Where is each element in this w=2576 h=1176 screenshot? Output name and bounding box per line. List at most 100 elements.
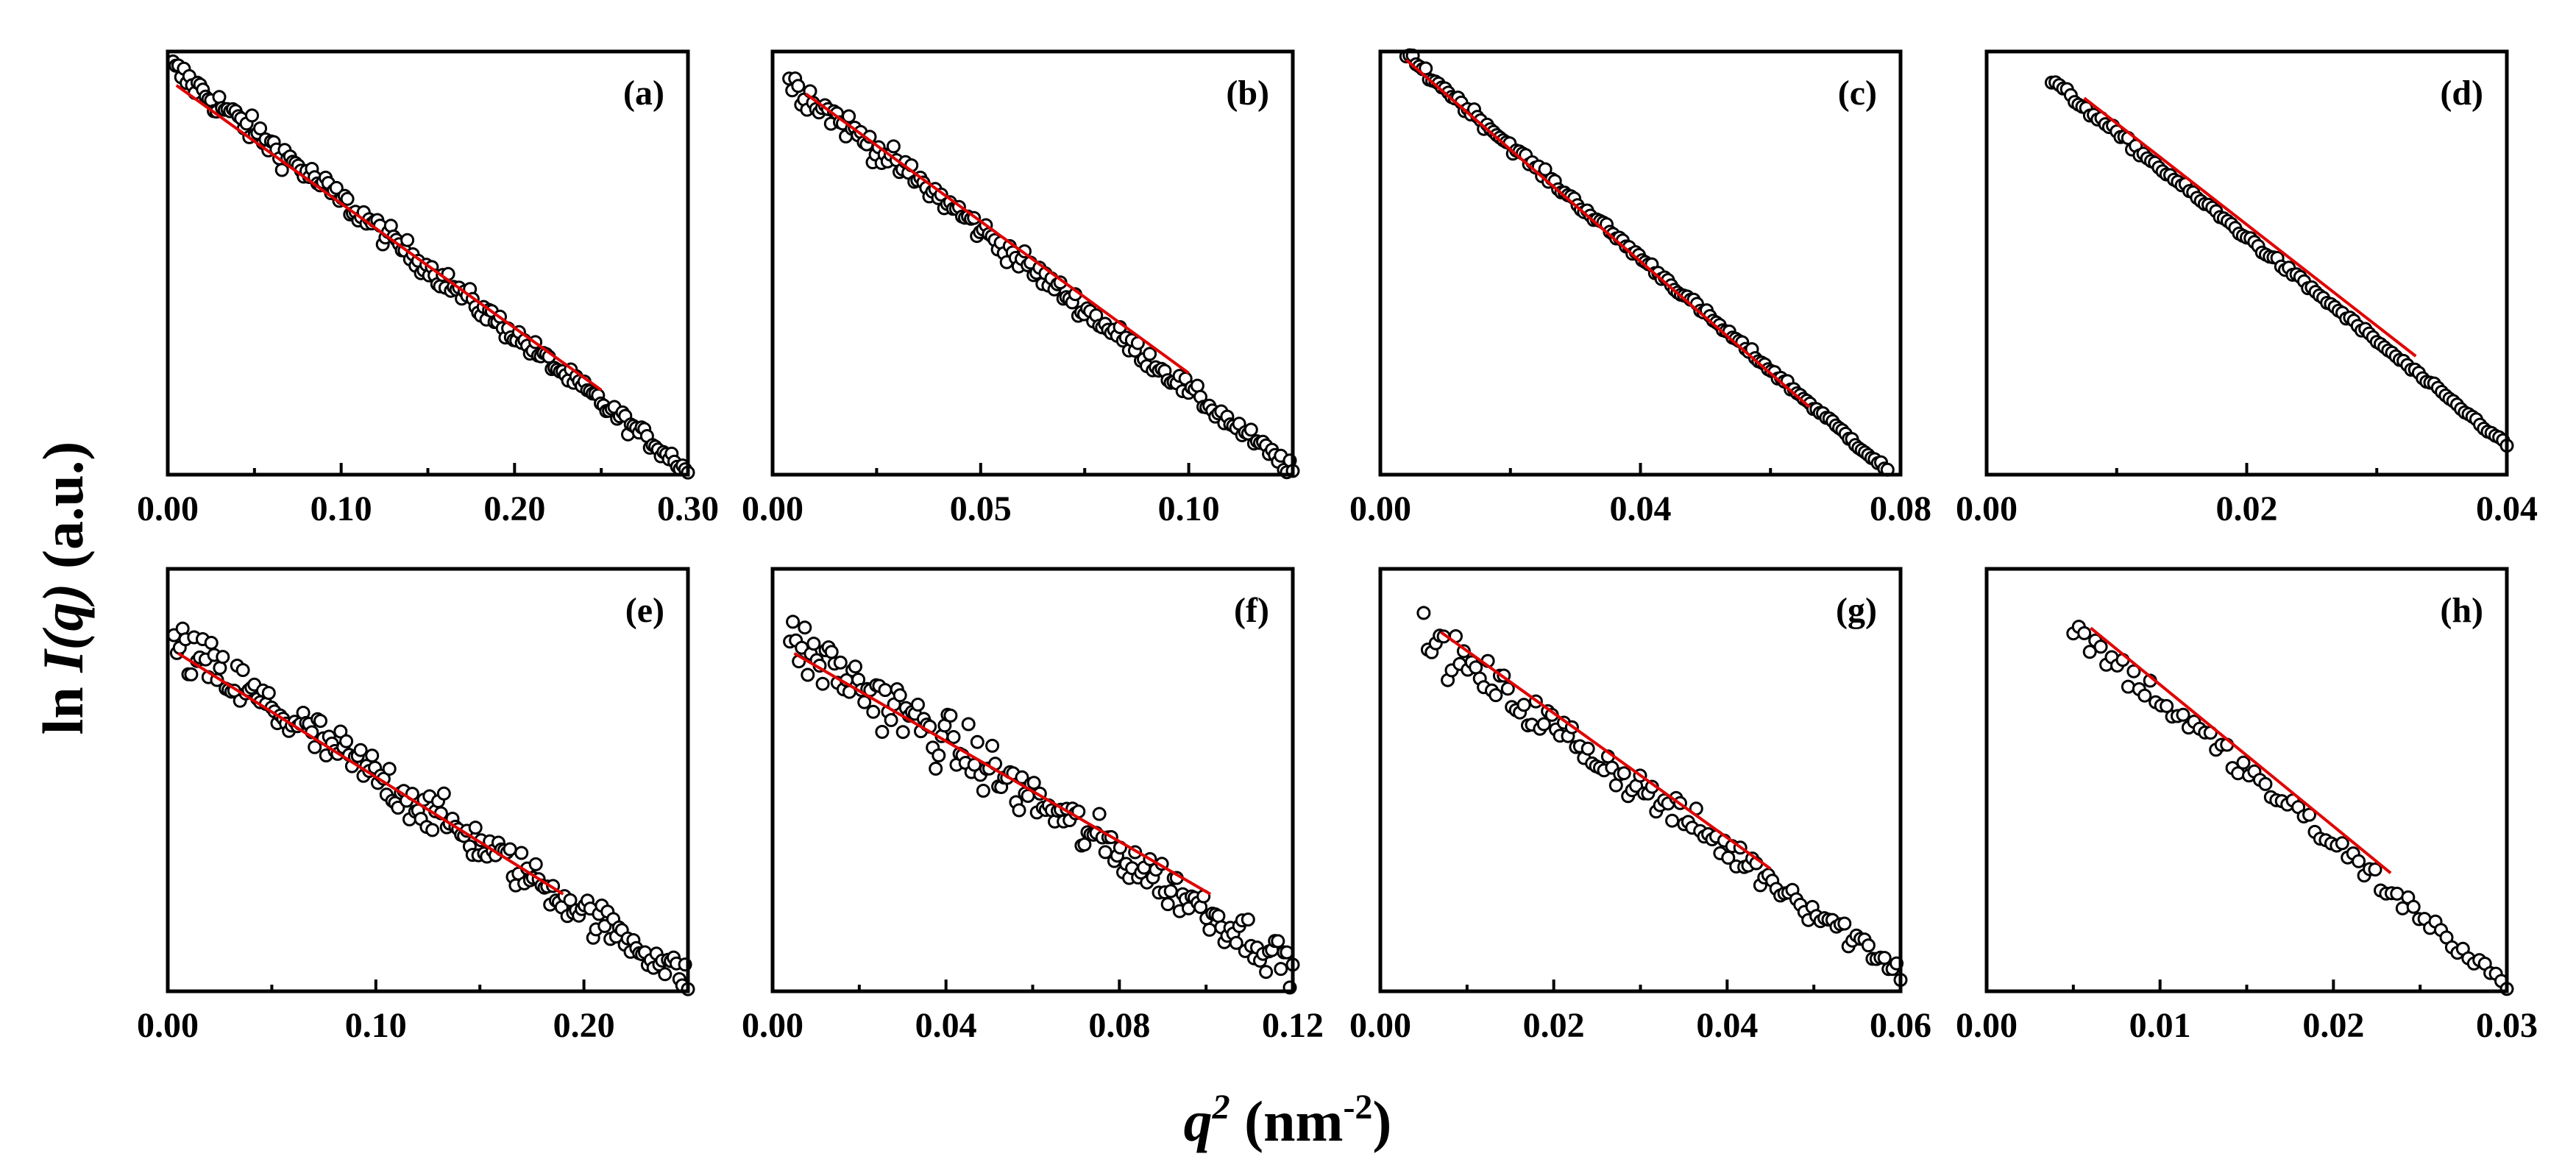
x-tick-label: 0.00 — [1956, 489, 2018, 528]
x-tick-label: 0.00 — [137, 1006, 199, 1045]
data-point — [970, 734, 984, 749]
data-point — [212, 90, 227, 105]
x-tick-label: 0.04 — [2476, 489, 2538, 528]
data-point — [1416, 606, 1431, 620]
data-point — [886, 139, 901, 154]
data-point — [833, 655, 848, 670]
data-point — [1241, 913, 1255, 927]
x-tick-label: 0.04 — [1610, 489, 1672, 528]
data-point — [1538, 162, 1553, 177]
data-point — [943, 708, 958, 723]
data-point — [1229, 935, 1243, 950]
data-point — [313, 714, 327, 729]
fit-line — [175, 84, 603, 392]
y-axis-title: ln I(q) (a.u.) — [31, 442, 95, 735]
panel-f: 0.00 0.04 0.08 0.12 (f) — [742, 567, 1324, 1045]
panel-c: 0.00 0.04 0.08 (c) — [1349, 48, 1931, 528]
data-point — [976, 784, 990, 798]
data-point — [985, 738, 1000, 753]
x-tick-label: 0.04 — [1696, 1006, 1758, 1045]
data-point — [1536, 717, 1551, 732]
data-point — [798, 620, 812, 635]
data-point — [1516, 698, 1531, 712]
panel-h: 0.00 0.01 0.02 0.03 (h) — [1956, 567, 2538, 1045]
data-point — [1190, 378, 1204, 393]
data-point — [2137, 688, 2152, 703]
data-point — [365, 748, 380, 763]
data-point — [848, 659, 862, 674]
data-point — [1160, 897, 1175, 912]
data-point — [1271, 934, 1285, 949]
data-point — [2335, 836, 2349, 851]
x-tick-label: 0.00 — [742, 489, 803, 528]
panel-label: (c) — [1838, 74, 1877, 113]
panel-d: 0.00 0.02 0.04 (d) — [1956, 49, 2538, 528]
data-point — [1163, 884, 1178, 899]
plot-frame — [166, 567, 690, 993]
x-tick-label: 0.02 — [2302, 1006, 2364, 1045]
data-point — [329, 180, 344, 195]
data-point — [1077, 837, 1092, 851]
data-point — [274, 163, 289, 177]
x-tick-label: 0.10 — [1158, 489, 1220, 528]
x-tick-label: 0.00 — [1349, 1006, 1411, 1045]
data-point — [2176, 707, 2190, 722]
x-tick-label: 0.03 — [2476, 1006, 2538, 1045]
x-tick-label: 0.00 — [1956, 1006, 2018, 1045]
data-point — [340, 191, 355, 206]
data-point — [932, 748, 946, 762]
data-point — [468, 821, 483, 835]
data-point — [2077, 626, 2092, 640]
data-point — [1580, 741, 1595, 756]
data-point — [2160, 698, 2174, 713]
panel-e: 0.00 0.10 0.20 (e) — [137, 567, 695, 1045]
data-point — [253, 121, 268, 135]
data-point — [1861, 938, 1876, 953]
data-point — [857, 695, 872, 709]
fit-line — [1405, 58, 1811, 408]
data-point — [815, 676, 830, 691]
data-point — [842, 109, 856, 124]
data-point — [884, 713, 898, 727]
data-point — [893, 688, 907, 703]
data-point — [875, 725, 890, 739]
panel-label: (g) — [1836, 591, 1877, 630]
x-tick-label: 0.00 — [1349, 489, 1411, 528]
data-point — [339, 734, 354, 748]
data-point — [866, 704, 881, 719]
data-point — [801, 667, 815, 682]
data-point — [929, 762, 943, 776]
data-point — [235, 663, 250, 677]
x-tick-label: 0.10 — [345, 1006, 407, 1045]
x-tick-label: 0.01 — [2129, 1006, 2191, 1045]
data-points — [166, 54, 695, 480]
panel-label: (e) — [625, 591, 664, 630]
panel-label: (d) — [2440, 74, 2483, 113]
data-point — [563, 893, 578, 907]
fit-line — [805, 92, 1190, 375]
data-point — [1012, 803, 1026, 818]
x-tick-label: 0.02 — [2216, 489, 2278, 528]
data-point — [1243, 422, 1258, 437]
fit-line — [2083, 96, 2417, 358]
panel-a: 0.00 0.10 0.20 0.30 (a) — [137, 49, 719, 528]
panel-label: (h) — [2440, 591, 2483, 630]
data-point — [1500, 681, 1515, 696]
x-tick-label: 0.30 — [657, 489, 719, 528]
data-point — [946, 730, 961, 744]
data-point — [1259, 965, 1274, 980]
panel-b: 0.00 0.05 0.10 (b) — [742, 49, 1300, 528]
data-point — [382, 762, 397, 776]
data-point — [1098, 845, 1113, 860]
data-point — [245, 108, 259, 123]
panel-label: (f) — [1234, 591, 1269, 630]
plot-frame — [770, 49, 1295, 477]
panel-label: (b) — [1226, 74, 1269, 113]
fit-line — [793, 652, 1212, 896]
data-point — [2082, 645, 2097, 659]
data-point — [658, 967, 673, 982]
data-point — [2406, 899, 2421, 914]
data-point — [1143, 347, 1157, 361]
data-point — [1665, 813, 1680, 828]
